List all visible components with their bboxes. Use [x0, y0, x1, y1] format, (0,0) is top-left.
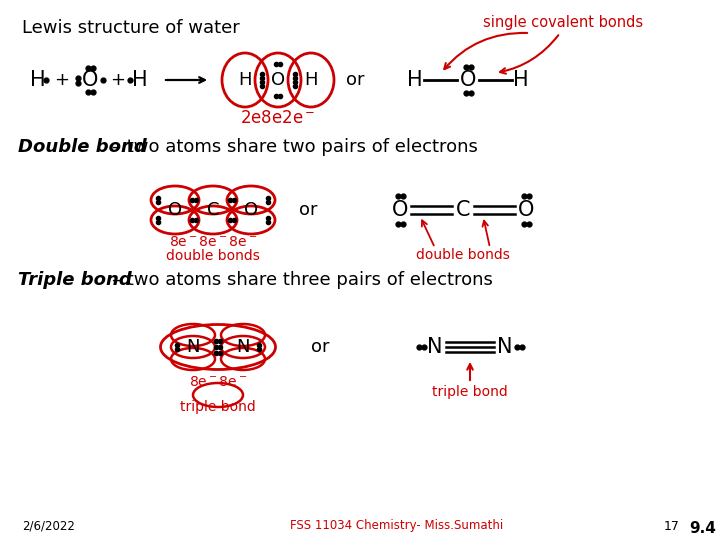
- Text: H: H: [305, 71, 318, 89]
- Text: Double bond: Double bond: [18, 138, 147, 156]
- Text: N: N: [236, 338, 250, 356]
- Text: C: C: [207, 201, 220, 219]
- Text: H: H: [408, 70, 423, 90]
- Text: triple bond: triple bond: [432, 385, 508, 399]
- Text: O: O: [460, 70, 476, 90]
- Text: O: O: [271, 71, 285, 89]
- Text: H: H: [513, 70, 528, 90]
- Text: H: H: [30, 70, 46, 90]
- Text: – two atoms share three pairs of electrons: – two atoms share three pairs of electro…: [112, 271, 493, 289]
- Text: N: N: [427, 337, 443, 357]
- Text: +: +: [110, 71, 125, 89]
- Text: O: O: [168, 201, 182, 219]
- Text: C: C: [456, 200, 470, 220]
- Text: N: N: [186, 338, 199, 356]
- Text: 9.4: 9.4: [690, 521, 716, 536]
- Text: O: O: [518, 200, 534, 220]
- Text: or: or: [346, 71, 364, 89]
- Text: double bonds: double bonds: [416, 248, 510, 262]
- Text: 2e8e2e$^-$: 2e8e2e$^-$: [240, 109, 315, 127]
- Text: Lewis structure of water: Lewis structure of water: [22, 19, 240, 37]
- Text: N: N: [498, 337, 513, 357]
- Text: 2/6/2022: 2/6/2022: [22, 519, 75, 532]
- Text: FSS 11034 Chemistry- Miss.Sumathi: FSS 11034 Chemistry- Miss.Sumathi: [290, 519, 503, 532]
- Text: Triple bond: Triple bond: [18, 271, 132, 289]
- Text: or: or: [299, 201, 318, 219]
- Text: 8e$^-$8e$^-$8e$^-$: 8e$^-$8e$^-$8e$^-$: [169, 235, 257, 249]
- Text: +: +: [55, 71, 70, 89]
- Text: 8e$^-$8e$^-$: 8e$^-$8e$^-$: [189, 375, 247, 389]
- Text: or: or: [311, 338, 329, 356]
- Text: single covalent bonds: single covalent bonds: [483, 16, 643, 30]
- Text: 17: 17: [664, 519, 680, 532]
- Text: triple bond: triple bond: [180, 400, 256, 414]
- Text: double bonds: double bonds: [166, 249, 260, 263]
- Text: H: H: [238, 71, 252, 89]
- Text: – two atoms share two pairs of electrons: – two atoms share two pairs of electrons: [112, 138, 478, 156]
- Text: O: O: [244, 201, 258, 219]
- Text: O: O: [392, 200, 408, 220]
- Text: O: O: [82, 70, 98, 90]
- Text: H: H: [132, 70, 148, 90]
